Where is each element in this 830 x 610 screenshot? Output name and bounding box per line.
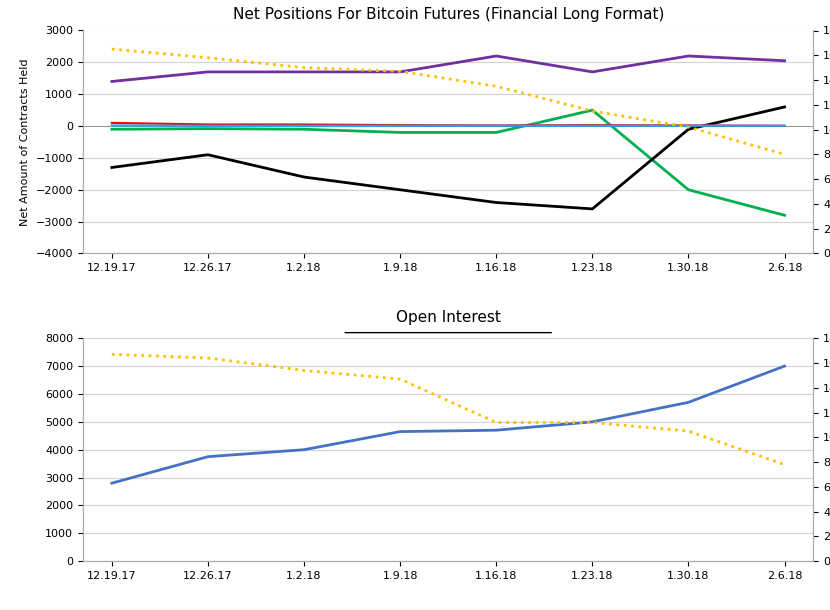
Y-axis label: Net Amount of Contracts Held: Net Amount of Contracts Held <box>20 58 30 226</box>
Text: Open Interest: Open Interest <box>396 310 500 325</box>
Title: Net Positions For Bitcoin Futures (Financial Long Format): Net Positions For Bitcoin Futures (Finan… <box>232 7 664 23</box>
